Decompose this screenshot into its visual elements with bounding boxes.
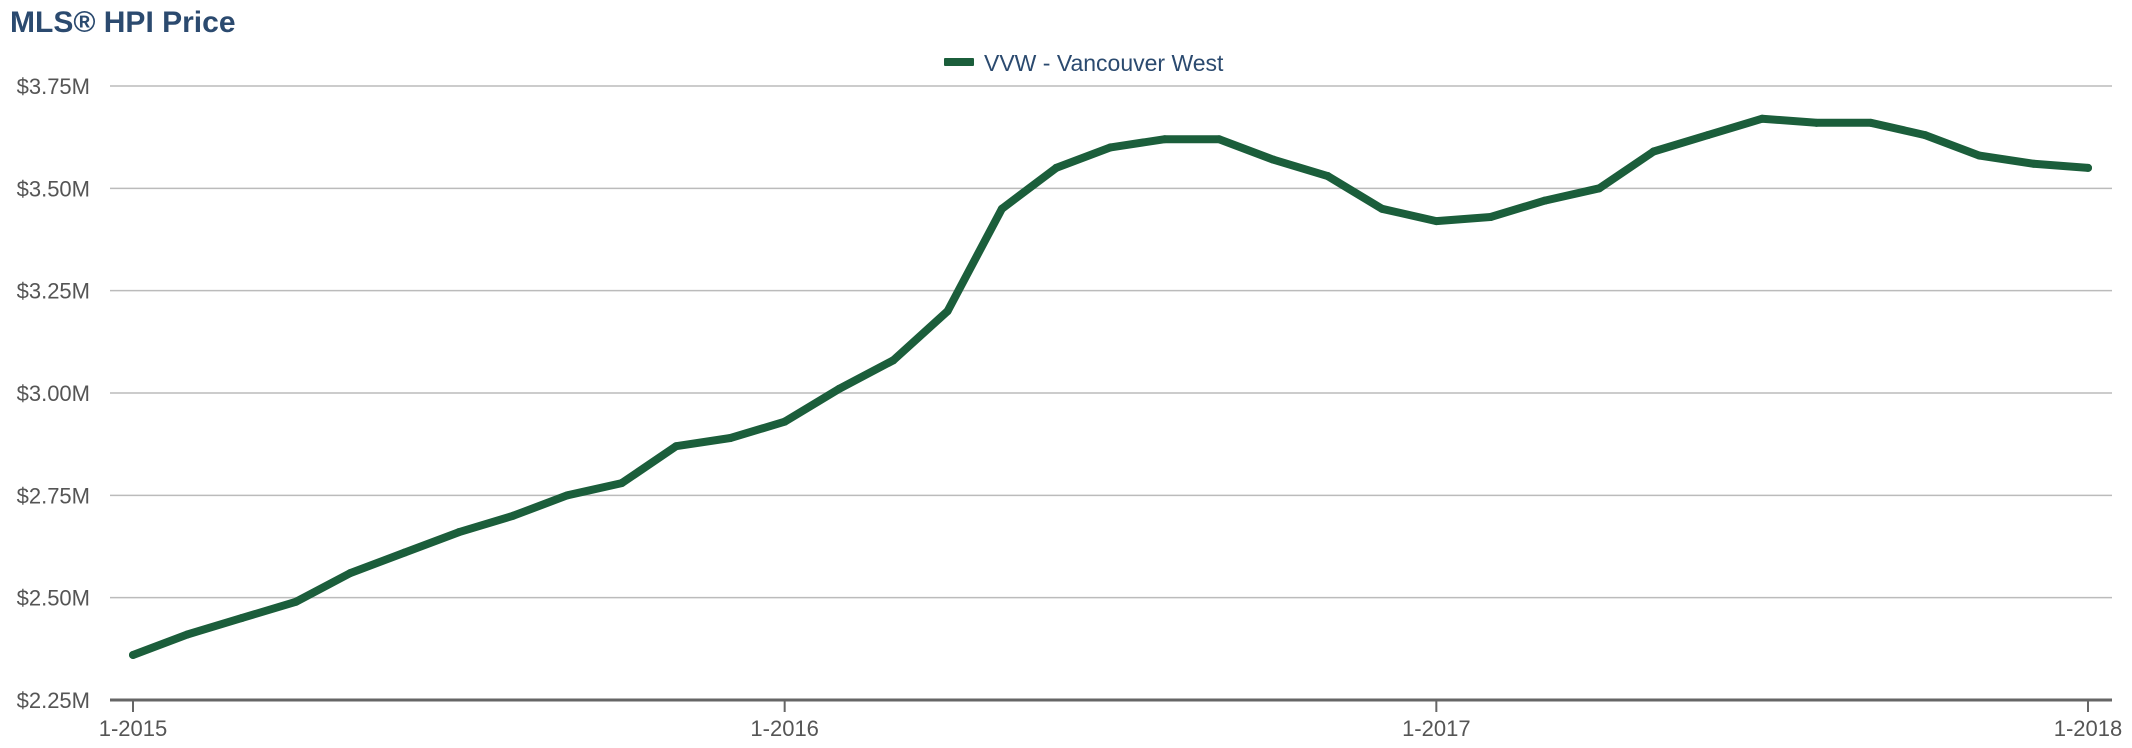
data-point[interactable] — [1649, 147, 1658, 156]
x-axis-labels: 1-2015 1-2016 1-2017 1-2018 — [99, 700, 2123, 741]
y-tick-label: $3.25M — [17, 279, 90, 304]
chart-title: MLS® HPI Price — [10, 6, 236, 39]
series-line[interactable] — [129, 114, 2092, 659]
data-point[interactable] — [1758, 114, 1767, 123]
data-point[interactable] — [1323, 172, 1332, 181]
y-tick-label: $3.00M — [17, 381, 90, 406]
y-tick-label: $2.25M — [17, 688, 90, 713]
series-layer — [129, 114, 2092, 659]
data-point[interactable] — [509, 511, 518, 520]
data-point[interactable] — [1269, 155, 1278, 164]
x-tick-label: 1-2017 — [1402, 716, 1471, 741]
data-point[interactable] — [1432, 217, 1441, 226]
x-tick-label: 1-2015 — [99, 716, 168, 741]
data-point[interactable] — [1866, 118, 1875, 127]
data-point[interactable] — [129, 650, 137, 659]
data-point[interactable] — [183, 630, 192, 639]
data-point[interactable] — [1052, 163, 1061, 172]
data-point[interactable] — [1595, 184, 1604, 193]
x-tick-label: 1-2018 — [2054, 716, 2123, 741]
y-axis: $2.25M $2.50M $2.75M $3.00M $3.25M $3.50M $3.7… — [17, 74, 90, 713]
data-point[interactable] — [1215, 135, 1224, 144]
y-tick-label: $3.50M — [17, 176, 90, 201]
data-point[interactable] — [617, 479, 626, 488]
data-point[interactable] — [1975, 151, 1984, 160]
data-point[interactable] — [1540, 196, 1549, 205]
legend-swatch — [944, 58, 974, 66]
data-point[interactable] — [1486, 212, 1495, 221]
data-point[interactable] — [943, 307, 952, 316]
y-tick-label: $3.75M — [17, 74, 90, 99]
data-point[interactable] — [1106, 143, 1115, 152]
legend[interactable]: VVW - Vancouver West — [944, 50, 1224, 76]
data-point[interactable] — [346, 569, 355, 578]
legend-label[interactable]: VVW - Vancouver West — [984, 50, 1224, 76]
data-point[interactable] — [2029, 159, 2038, 168]
data-point[interactable] — [1921, 131, 1930, 140]
data-point[interactable] — [454, 528, 463, 537]
gridlines — [110, 85, 2112, 599]
data-point[interactable] — [291, 597, 300, 606]
y-tick-label: $2.50M — [17, 586, 90, 611]
data-point[interactable] — [563, 491, 572, 500]
data-point[interactable] — [834, 384, 843, 393]
data-point[interactable] — [1378, 204, 1387, 213]
data-point[interactable] — [237, 614, 246, 623]
data-point[interactable] — [997, 204, 1006, 213]
data-point[interactable] — [889, 356, 898, 365]
x-tick-label: 1-2016 — [750, 716, 819, 741]
data-point[interactable] — [672, 442, 681, 451]
data-point[interactable] — [400, 548, 409, 557]
data-point[interactable] — [1812, 118, 1821, 127]
data-point[interactable] — [1160, 135, 1169, 144]
data-point[interactable] — [1703, 131, 1712, 140]
data-point[interactable] — [2084, 163, 2092, 172]
y-tick-label: $2.75M — [17, 483, 90, 508]
data-point[interactable] — [726, 434, 735, 443]
data-point[interactable] — [780, 417, 789, 426]
